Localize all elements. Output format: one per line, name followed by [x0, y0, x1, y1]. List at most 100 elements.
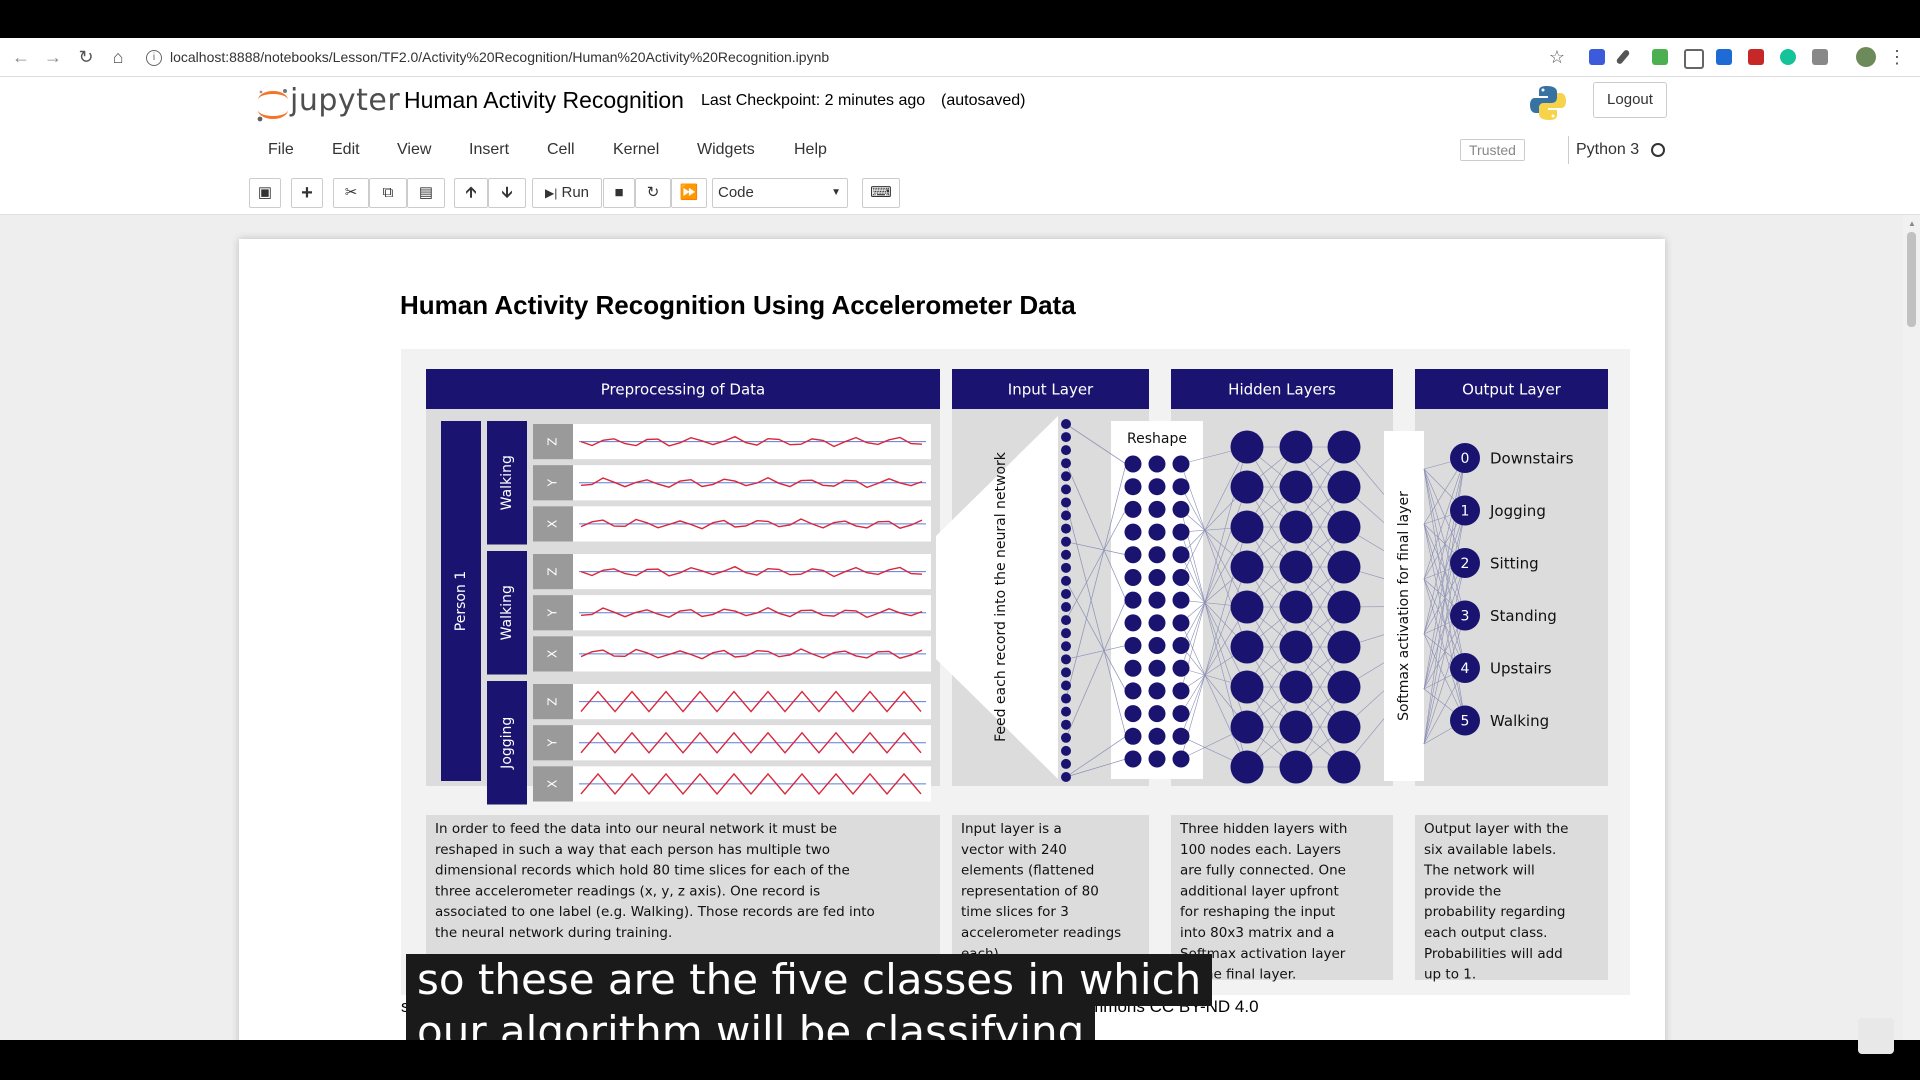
hidden-node — [1279, 510, 1313, 544]
copy-button[interactable]: ⧉ — [369, 178, 407, 208]
connection-line — [1423, 468, 1466, 669]
cell-type-select[interactable]: Code ▼ — [712, 178, 848, 208]
menu-widgets[interactable]: Widgets — [697, 141, 755, 158]
notebook-title[interactable]: Human Activity Recognition — [404, 87, 684, 113]
jupyter-logo-icon[interactable] — [252, 83, 294, 125]
dropbox-icon[interactable] — [1716, 49, 1732, 65]
input-description-line: time slices for 3 — [961, 904, 1069, 920]
hidden-description-line: 100 nodes each. Layers — [1180, 842, 1341, 858]
back-icon[interactable]: ← — [12, 47, 30, 67]
stop-icon: ■ — [614, 184, 624, 201]
bookmark-star-icon[interactable]: ☆ — [1548, 47, 1566, 67]
run-label: Run — [561, 184, 590, 201]
menu-kernel[interactable]: Kernel — [613, 141, 660, 158]
menubar: File Edit View Insert Cell Kernel Widget… — [0, 130, 1920, 172]
reshape-node — [1148, 568, 1166, 586]
divider — [1568, 136, 1569, 164]
reshape-node — [1148, 727, 1166, 745]
extension-icon[interactable] — [1589, 49, 1605, 65]
axis-label: Y — [546, 478, 560, 487]
feed-label: Feed each record into the neural network — [993, 451, 1009, 742]
menu-cell[interactable]: Cell — [547, 141, 575, 158]
connection-line — [1180, 622, 1248, 768]
reshape-node — [1124, 546, 1142, 564]
input-node — [1061, 536, 1071, 547]
kebab-menu-icon[interactable]: ⋮ — [1888, 47, 1906, 67]
scroll-up-icon[interactable]: ▲ — [1908, 219, 1916, 228]
axis-label: Z — [546, 697, 560, 705]
axis-label-box — [533, 506, 573, 542]
output-index: 2 — [1461, 556, 1470, 572]
input-node — [1061, 510, 1071, 521]
insert-cell-button[interactable]: + — [291, 178, 323, 208]
menu-edit[interactable]: Edit — [332, 141, 360, 158]
output-label: Walking — [1490, 712, 1549, 730]
hidden-node — [1327, 510, 1361, 544]
input-node — [1061, 458, 1071, 469]
input-node — [1061, 602, 1071, 613]
paste-button[interactable]: ▤ — [407, 178, 445, 208]
axis-label: Z — [546, 567, 560, 575]
scrollbar-thumb[interactable] — [1907, 232, 1916, 327]
notebook-toolbar: ▣ + ✂ ⧉ ▤ 🡩 🡫 ▶​| Run ■ ↻ ⏩ Code ▼ ⌨ — [0, 172, 1920, 215]
avatar[interactable] — [1856, 47, 1876, 67]
input-description-line: Input layer is a — [961, 821, 1062, 837]
home-icon[interactable]: ⌂ — [112, 47, 124, 67]
reshape-node — [1172, 455, 1190, 473]
checkpoint-status: Last Checkpoint: 2 minutes ago — [701, 92, 926, 109]
eyedropper-icon[interactable] — [1615, 48, 1631, 66]
run-button[interactable]: ▶​| Run — [532, 178, 602, 208]
output-node — [1450, 653, 1480, 683]
reshape-node — [1124, 727, 1142, 745]
save-button[interactable]: ▣ — [249, 178, 281, 208]
hidden-node — [1327, 470, 1361, 504]
output-header-bar — [1415, 369, 1608, 409]
input-node — [1061, 745, 1071, 756]
output-description-line: Output layer with the — [1424, 821, 1568, 837]
info-icon[interactable]: i — [146, 50, 162, 67]
menu-file[interactable]: File — [268, 141, 294, 158]
restart-run-all-button[interactable]: ⏩ — [671, 178, 707, 208]
hidden-description-line: Three hidden layers with — [1179, 821, 1347, 837]
menu-insert[interactable]: Insert — [469, 141, 510, 158]
grammarly-icon[interactable] — [1780, 49, 1796, 65]
reshape-node — [1148, 659, 1166, 677]
move-down-button[interactable]: 🡫 — [488, 178, 526, 208]
extension-icon[interactable] — [1812, 49, 1828, 65]
axis-label-box — [533, 725, 573, 761]
axis-label: Y — [546, 738, 560, 747]
input-node — [1061, 680, 1071, 691]
reload-icon[interactable]: ↻ — [78, 47, 94, 67]
address-bar[interactable]: i localhost:8888/notebooks/Lesson/TF2.0/A… — [146, 45, 1556, 69]
connection-line — [1180, 645, 1248, 728]
restart-button[interactable]: ↻ — [635, 178, 671, 208]
hidden-description-line: into 80x3 matrix and a — [1180, 925, 1334, 941]
signal-wave — [580, 690, 922, 713]
trusted-indicator[interactable]: Trusted — [1460, 139, 1525, 161]
preprocessing-header-label: Preprocessing of Data — [601, 381, 766, 399]
menu-view[interactable]: View — [397, 141, 432, 158]
menu-help[interactable]: Help — [794, 141, 827, 158]
connection-line — [1065, 463, 1127, 601]
kernel-name[interactable]: Python 3 — [1576, 141, 1640, 158]
logout-button[interactable]: Logout — [1593, 82, 1667, 118]
extension-icon[interactable] — [1652, 49, 1668, 65]
extension-icon[interactable] — [1748, 49, 1764, 65]
axis-label-box — [533, 766, 573, 802]
cut-button[interactable]: ✂ — [333, 178, 369, 208]
pocket-icon[interactable] — [1684, 49, 1704, 69]
interrupt-button[interactable]: ■ — [603, 178, 635, 208]
move-up-button[interactable]: 🡩 — [454, 178, 488, 208]
activity-bar — [487, 421, 527, 545]
axis-label-box — [533, 684, 573, 720]
command-palette-button[interactable]: ⌨ — [862, 178, 900, 208]
input-node — [1061, 497, 1071, 508]
activity-bar — [487, 681, 527, 805]
forward-icon[interactable]: → — [44, 47, 62, 67]
plus-icon: + — [301, 182, 313, 204]
hidden-node — [1327, 590, 1361, 624]
hidden-node — [1327, 710, 1361, 744]
scrollbar[interactable]: ▲ — [1903, 215, 1920, 1040]
input-header-label: Input Layer — [1008, 381, 1094, 399]
connection-line — [1065, 580, 1127, 692]
